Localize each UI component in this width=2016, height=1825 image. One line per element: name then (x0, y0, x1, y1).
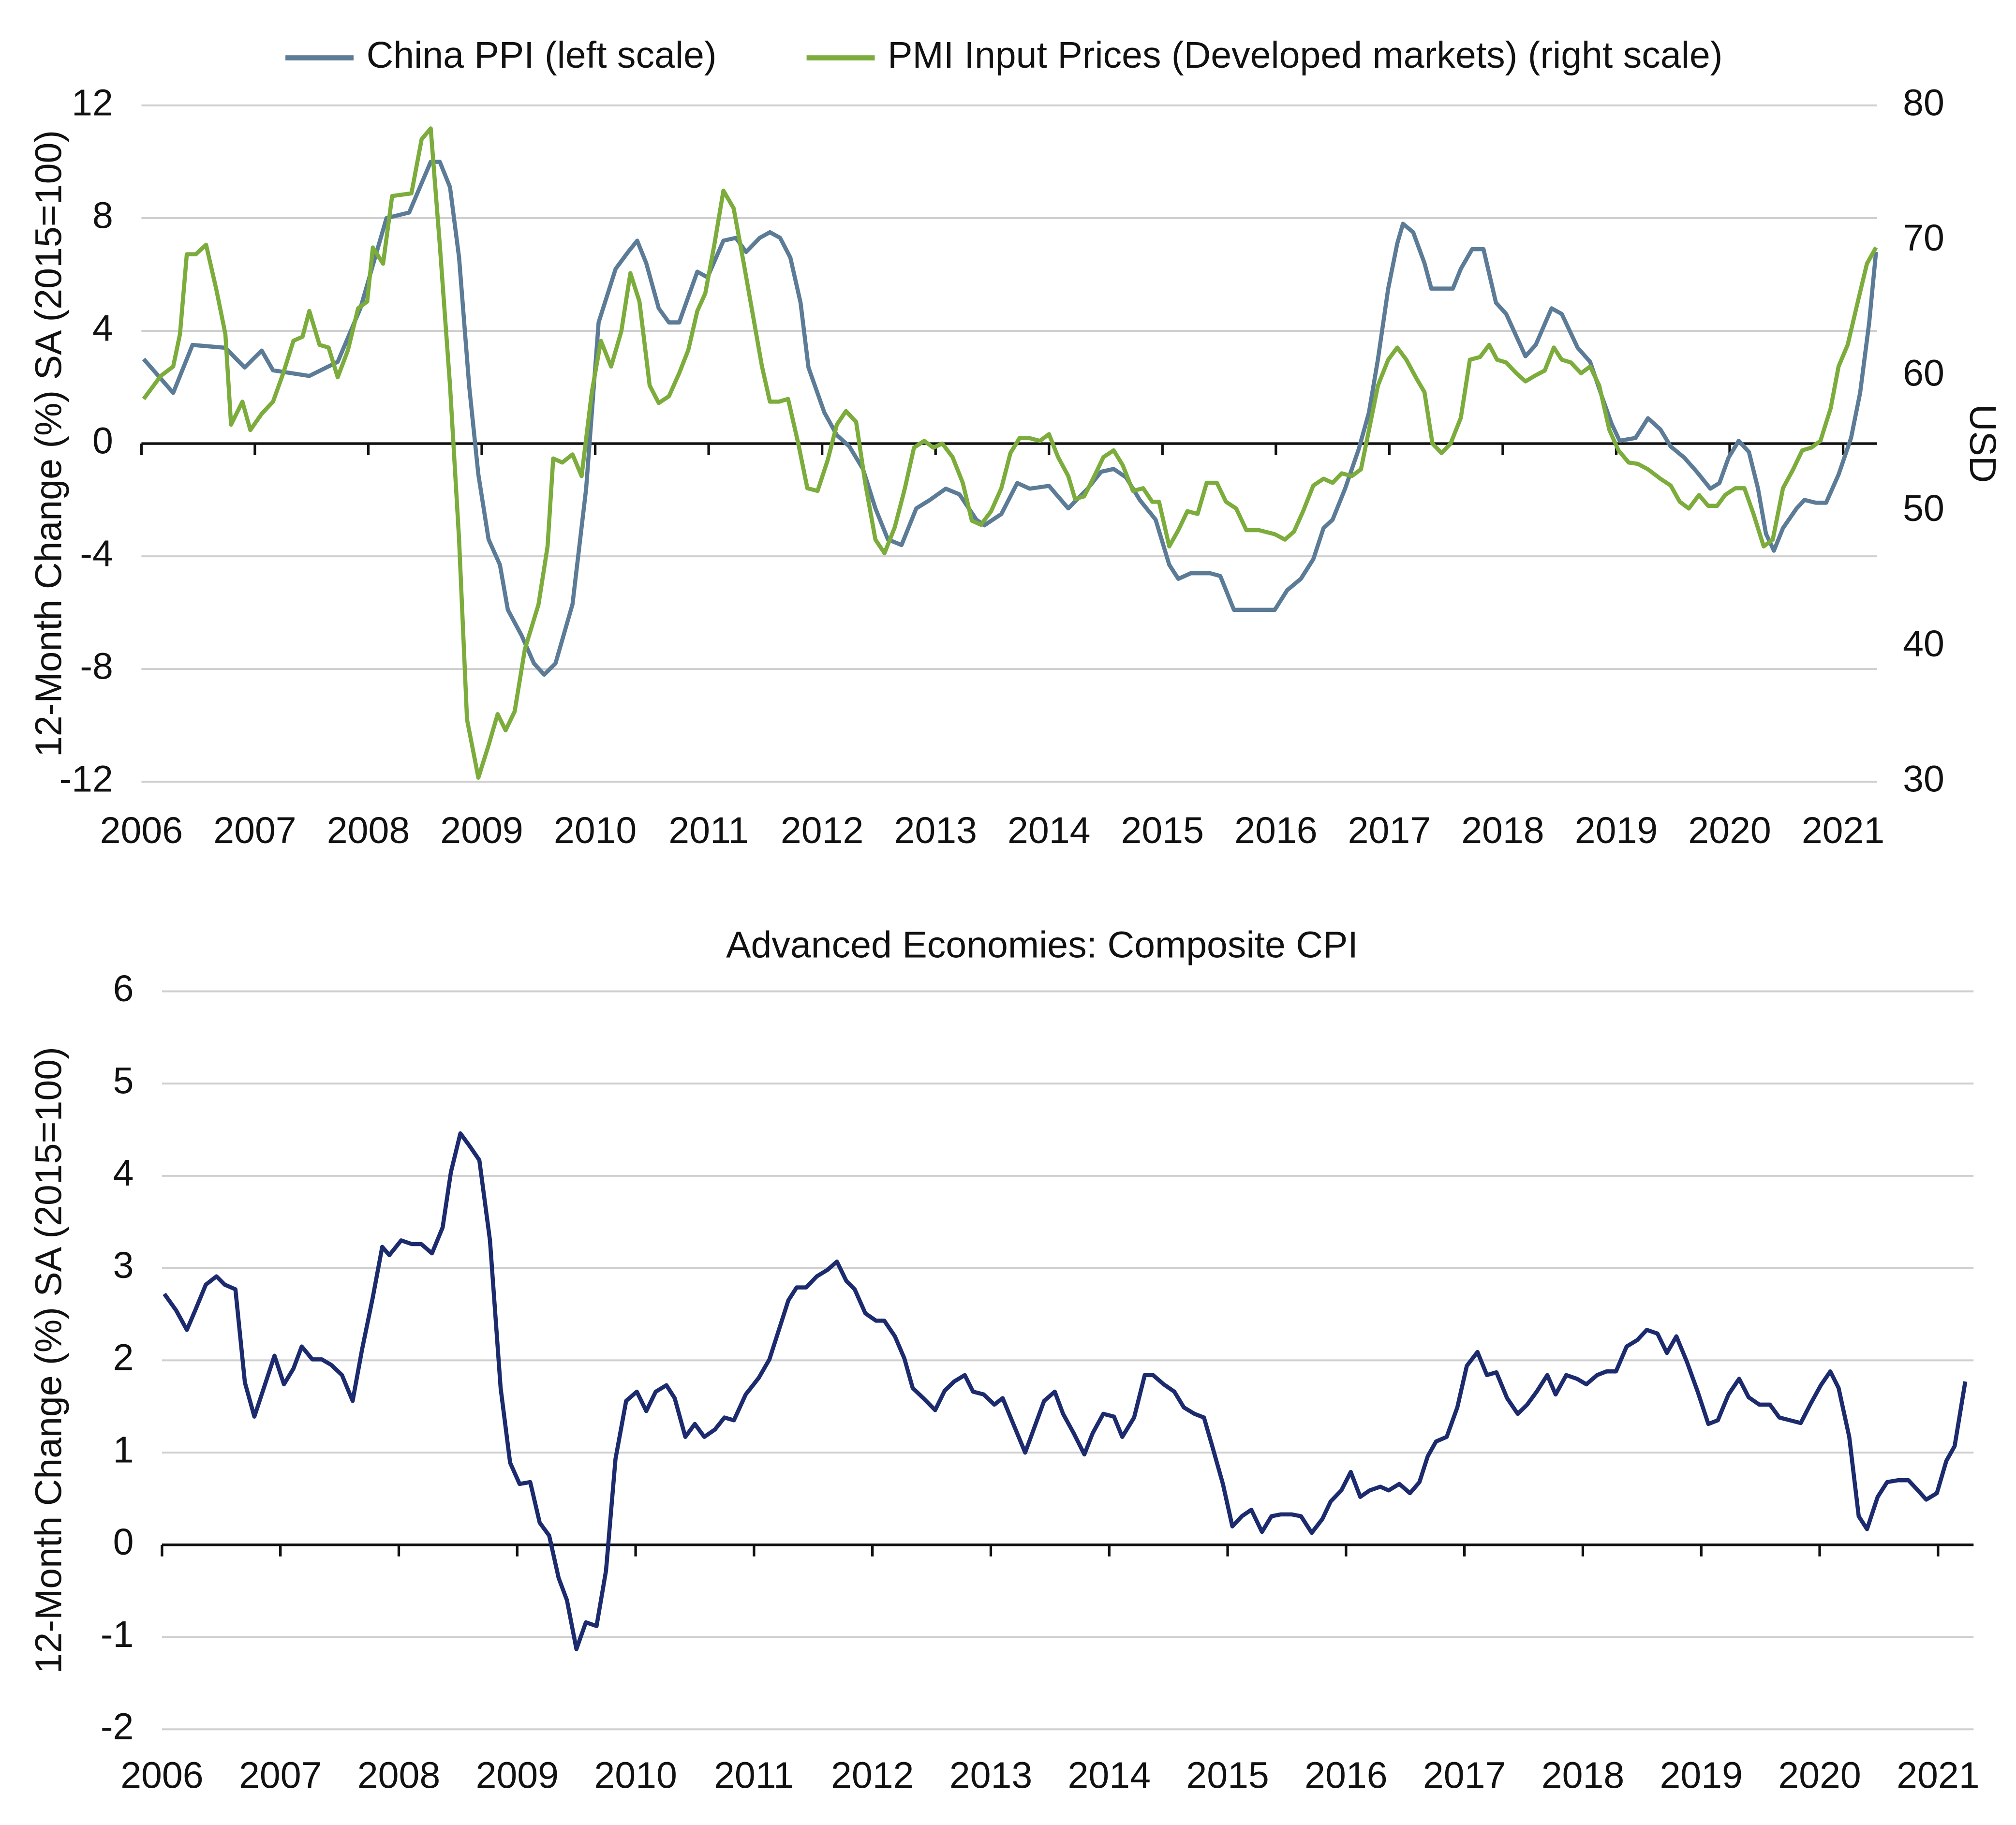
y2-tick-label: 30 (1903, 758, 1944, 800)
series-line (142, 126, 1878, 780)
y-axis-label: 12-Month Change (%) SA (2015=100) (28, 130, 70, 757)
x-tick-label: 2021 (1897, 1755, 1979, 1796)
y2-tick-label: 70 (1903, 217, 1944, 259)
legend-label: China PPI (left scale) (367, 34, 717, 76)
y-tick-label: -12 (59, 758, 113, 800)
y-tick-label: 12 (72, 82, 113, 123)
y-tick-label: 8 (92, 194, 113, 236)
x-tick-label: 2020 (1688, 810, 1771, 851)
x-tick-label: 2006 (120, 1755, 203, 1796)
y-tick-label: 3 (113, 1245, 134, 1286)
y-tick-label: 4 (92, 307, 113, 349)
y-tick-label: 0 (92, 420, 113, 461)
x-tick-label: 2009 (476, 1755, 559, 1796)
y-tick-label: 4 (113, 1152, 134, 1194)
y2-axis-label: USD (1962, 404, 2003, 483)
x-tick-label: 2009 (440, 810, 523, 851)
x-tick-label: 2015 (1186, 1755, 1269, 1796)
y-tick-label: 5 (113, 1060, 134, 1102)
y-tick-label: -8 (80, 645, 113, 687)
legend-label: PMI Input Prices (Developed markets) (ri… (888, 34, 1722, 76)
y-tick-label: 0 (113, 1521, 134, 1563)
x-tick-label: 2014 (1068, 1755, 1151, 1796)
x-tick-label: 2010 (554, 810, 637, 851)
x-tick-label: 2010 (594, 1755, 677, 1796)
y-tick-label: -1 (101, 1614, 134, 1655)
series-line (163, 1131, 1968, 1651)
x-tick-label: 2012 (781, 810, 863, 851)
x-tick-label: 2015 (1121, 810, 1204, 851)
y2-tick-label: 50 (1903, 488, 1944, 529)
x-tick-label: 2011 (714, 1755, 794, 1796)
x-tick-label: 2007 (239, 1755, 322, 1796)
y2-tick-label: 80 (1903, 82, 1944, 123)
y2-tick-label: 60 (1903, 353, 1944, 394)
y2-tick-label: 40 (1903, 623, 1944, 665)
x-tick-label: 2016 (1304, 1755, 1387, 1796)
y-tick-label: 2 (113, 1337, 134, 1379)
x-tick-label: 2017 (1423, 1755, 1506, 1796)
x-tick-label: 2019 (1660, 1755, 1743, 1796)
x-tick-label: 2013 (894, 810, 977, 851)
x-tick-label: 2012 (831, 1755, 914, 1796)
x-tick-label: 2006 (100, 810, 183, 851)
x-tick-label: 2020 (1778, 1755, 1861, 1796)
x-tick-label: 2013 (949, 1755, 1032, 1796)
x-tick-label: 2016 (1234, 810, 1317, 851)
x-tick-label: 2021 (1802, 810, 1884, 851)
x-tick-label: 2014 (1008, 810, 1090, 851)
x-tick-label: 2017 (1348, 810, 1431, 851)
x-tick-label: 2008 (327, 810, 410, 851)
x-tick-label: 2018 (1461, 810, 1544, 851)
y-tick-label: 6 (113, 968, 134, 1009)
x-tick-label: 2007 (213, 810, 296, 851)
y-tick-label: -4 (80, 533, 113, 574)
x-tick-label: 2008 (357, 1755, 440, 1796)
y-axis-label: 12-Month Change (%) SA (2015=100) (28, 1047, 70, 1674)
x-tick-label: 2011 (668, 810, 749, 851)
x-tick-label: 2018 (1542, 1755, 1624, 1796)
chart-title: Advanced Economies: Composite CPI (726, 924, 1358, 965)
x-tick-label: 2019 (1575, 810, 1658, 851)
series-line (142, 160, 1878, 677)
y-tick-label: 1 (113, 1429, 134, 1470)
y-tick-label: -2 (101, 1706, 134, 1748)
